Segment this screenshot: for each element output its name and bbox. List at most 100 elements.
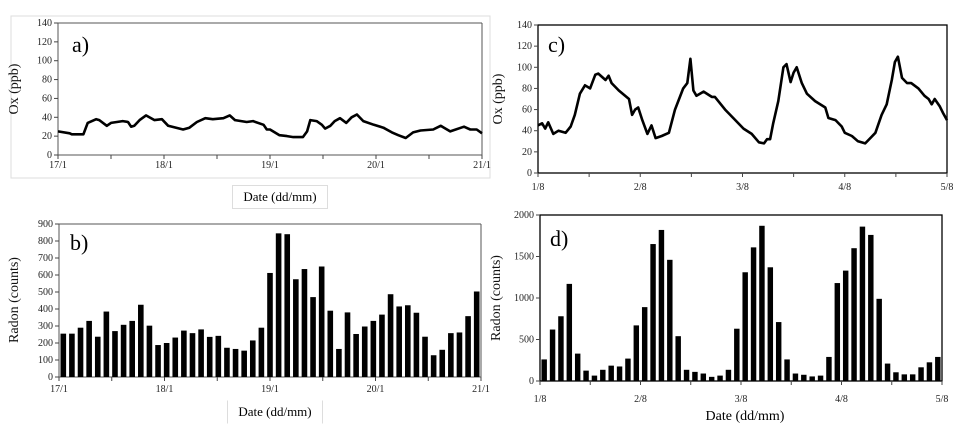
panel-a-y-tick-label: 140 — [37, 18, 52, 29]
panel-d-bar — [558, 316, 564, 381]
panel-d-y-tick-label: 1000 — [514, 293, 534, 304]
panel-d-bar — [633, 325, 640, 381]
panel-a-y-tick-label: 0 — [47, 150, 52, 161]
panel-a-y-tick-label: 120 — [37, 37, 52, 48]
panel-b-x-tick-label: 21/1 — [472, 384, 490, 395]
panel-c-y-tick-label: 100 — [517, 62, 532, 73]
panel-d-label: d) — [550, 226, 568, 251]
panel-d-bar — [775, 322, 782, 381]
panel-b-bar — [172, 337, 179, 377]
panel-d-x-tick-label: 1/8 — [534, 394, 547, 405]
panel-b-bar — [94, 336, 101, 377]
panel-b-bar — [327, 310, 334, 377]
panel-b-y-tick-label: 800 — [38, 236, 53, 247]
panel-a-x-tick-label: 17/1 — [49, 160, 67, 171]
panel-d-bar — [608, 365, 614, 381]
panel-d-bar — [918, 367, 924, 381]
panel-d-bar — [851, 248, 857, 381]
panel-b-bar — [275, 233, 282, 377]
panel-b-bar — [473, 291, 480, 377]
panel-d-bar — [809, 376, 815, 381]
panel-c-plot-frame — [537, 24, 948, 174]
panel-c-y-tick-label: 20 — [522, 147, 532, 158]
panel-b-bar — [120, 324, 127, 377]
panel-d-y-tick-label: 1500 — [514, 252, 534, 263]
panel-b-bar — [353, 333, 359, 377]
panel-a-y-tick-label: 60 — [42, 93, 52, 104]
panel-d-bar — [717, 375, 723, 381]
panel-d-ylabel: Radon (counts) — [489, 255, 504, 341]
panel-b-bar — [129, 320, 136, 377]
panel-b-bar — [198, 329, 204, 377]
panel-d-bar — [625, 358, 631, 381]
panel-d-bar — [876, 298, 882, 381]
panel-a-ox-line — [57, 113, 483, 140]
panel-a-label: a) — [72, 32, 89, 57]
panel-b-bar — [310, 297, 316, 377]
panel-d-x-tick-label: 4/8 — [835, 394, 848, 405]
panel-d-bar — [650, 244, 656, 381]
panel-d-bar — [842, 270, 849, 381]
panel-b-bar — [318, 266, 325, 377]
panel-b-bar — [163, 343, 170, 377]
panel-d-bar — [549, 329, 556, 381]
panel-d-bar — [583, 370, 589, 381]
panel-b-bar — [69, 333, 75, 377]
panel-b-y-tick-label: 600 — [38, 270, 53, 281]
panel-d-bar — [901, 374, 908, 381]
panel-d-bar — [734, 328, 740, 381]
panel-b-bar — [258, 327, 265, 377]
panel-a-x-tick-label: 19/1 — [261, 160, 279, 171]
panel-c-x-tick-label: 3/8 — [736, 182, 749, 193]
panel-d-bar — [641, 307, 648, 381]
panel-b-bar — [112, 331, 118, 377]
panel-d-bar — [893, 372, 899, 381]
panel-b-bar — [422, 336, 428, 377]
panel-c-y-tick-label: 80 — [522, 83, 532, 94]
panel-b-bar — [284, 234, 291, 377]
panel-b-bar — [370, 320, 377, 377]
panel-d-bar — [759, 225, 765, 381]
panel-b-y-tick-label: 0 — [48, 372, 53, 383]
panel-d-xlabel: Date (dd/mm) — [705, 409, 785, 424]
panel-d-bar — [591, 375, 598, 381]
panel-b-bar — [404, 305, 411, 377]
panel-d-x-tick-label: 5/8 — [936, 394, 949, 405]
panel-d-bar — [817, 375, 824, 381]
panel-b-y-tick-label: 500 — [38, 287, 53, 298]
panel-a-y-tick-label: 20 — [42, 131, 52, 142]
panel-b-bar — [267, 272, 273, 377]
panel-b-y-tick-label: 300 — [38, 321, 53, 332]
panel-b-x-tick-label: 18/1 — [156, 384, 174, 395]
panel-d-bar — [600, 369, 606, 381]
panel-b-bar — [344, 312, 351, 377]
panel-b-bar — [138, 304, 144, 377]
panel-d-bar — [683, 369, 690, 381]
panel-b-bar — [206, 336, 213, 377]
panel-b-bar — [413, 312, 420, 377]
panel-a-x-tick-label: 21/1 — [473, 160, 491, 171]
panel-b-bar — [224, 347, 230, 377]
panel-b-bar — [215, 335, 222, 377]
panel-a-x-tick-label: 18/1 — [155, 160, 173, 171]
panel-d-bar — [574, 353, 581, 381]
panel-b-bar — [155, 345, 161, 377]
panel-b-bar — [456, 332, 463, 377]
panel-b-bar — [448, 333, 454, 377]
panel-d-x-tick-label: 3/8 — [735, 394, 748, 405]
panel-d-x-tick-label: 2/8 — [634, 394, 647, 405]
panel-a-frame — [10, 15, 491, 179]
panel-c-x-tick-label: 2/8 — [634, 182, 647, 193]
panel-b-bar — [146, 325, 153, 377]
panel-b-xlabel: Date (dd/mm) — [227, 400, 323, 424]
panel-a-y-tick-label: 40 — [42, 112, 52, 123]
panel-b-y-tick-label: 200 — [38, 338, 53, 349]
panel-b-bar — [77, 327, 84, 377]
panel-d-bar — [935, 356, 941, 381]
panel-a-y-tick-label: 100 — [37, 56, 52, 67]
panel-b-bar — [387, 294, 394, 377]
panel-d-y-tick-label: 500 — [519, 335, 534, 346]
panel-d-bar — [767, 267, 774, 381]
panel-c-y-tick-label: 120 — [517, 41, 532, 52]
